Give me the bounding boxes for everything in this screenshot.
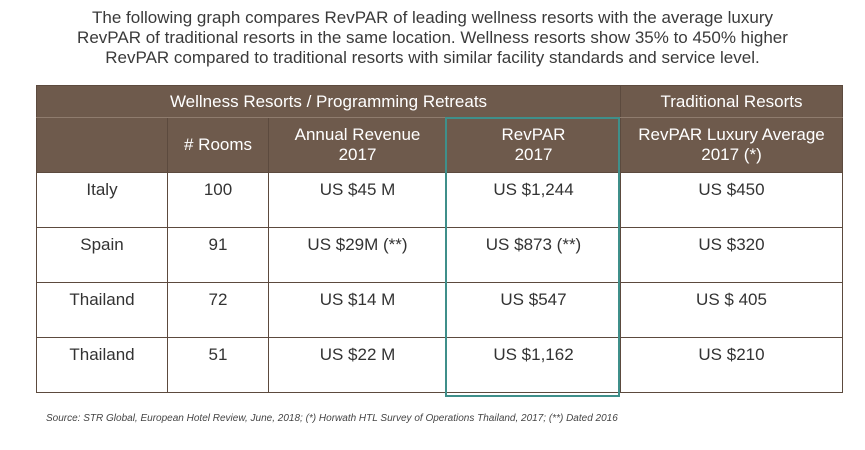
column-header-country (36, 117, 168, 173)
column-header-row: # Rooms Annual Revenue 2017 RevPAR 2017 … (36, 117, 843, 173)
intro-line-3: RevPAR compared to traditional resorts w… (105, 48, 760, 67)
table-row: Thailand 51 US $22 M US $1,162 US $210 (36, 337, 843, 393)
cell-rooms: 100 (167, 172, 269, 228)
cell-rooms: 91 (167, 227, 269, 283)
column-header-luxury-average: RevPAR Luxury Average 2017 (*) (620, 117, 843, 173)
group-header-row: Wellness Resorts / Programming Retreats … (36, 85, 843, 118)
cell-revenue: US $29M (**) (268, 227, 447, 283)
column-header-revpar: RevPAR 2017 (446, 117, 621, 173)
cell-country: Italy (36, 172, 168, 228)
intro-line-2: RevPAR of traditional resorts in the sam… (77, 28, 788, 47)
cell-rooms: 51 (167, 337, 269, 393)
cell-country: Spain (36, 227, 168, 283)
cell-rooms: 72 (167, 282, 269, 338)
cell-revpar: US $1,244 (446, 172, 621, 228)
column-header-luxury-average-year: 2017 (*) (701, 145, 762, 164)
cell-luxury-average: US $320 (620, 227, 843, 283)
column-header-revpar-label: RevPAR (501, 125, 566, 144)
cell-revenue: US $45 M (268, 172, 447, 228)
column-header-annual-revenue-year: 2017 (338, 145, 377, 164)
column-header-annual-revenue: Annual Revenue 2017 (268, 117, 447, 173)
intro-text: The following graph compares RevPAR of l… (20, 8, 845, 68)
cell-country: Thailand (36, 337, 168, 393)
group-header-wellness: Wellness Resorts / Programming Retreats (36, 85, 621, 118)
table-row: Spain 91 US $29M (**) US $873 (**) US $3… (36, 227, 843, 283)
cell-country: Thailand (36, 282, 168, 338)
column-header-luxury-average-label: RevPAR Luxury Average (638, 125, 825, 144)
cell-revpar: US $1,162 (446, 337, 621, 393)
cell-luxury-average: US $450 (620, 172, 843, 228)
cell-luxury-average: US $210 (620, 337, 843, 393)
column-header-revpar-year: 2017 (514, 145, 553, 164)
group-header-traditional: Traditional Resorts (620, 85, 843, 118)
cell-revpar: US $547 (446, 282, 621, 338)
intro-line-1: The following graph compares RevPAR of l… (92, 8, 773, 27)
cell-revenue: US $22 M (268, 337, 447, 393)
revpar-table: Wellness Resorts / Programming Retreats … (36, 85, 843, 393)
column-header-rooms: # Rooms (167, 117, 269, 173)
column-header-annual-revenue-label: Annual Revenue (294, 125, 421, 144)
cell-revenue: US $14 M (268, 282, 447, 338)
table-row: Thailand 72 US $14 M US $547 US $ 405 (36, 282, 843, 338)
source-footnote: Source: STR Global, European Hotel Revie… (46, 413, 618, 424)
table-row: Italy 100 US $45 M US $1,244 US $450 (36, 172, 843, 228)
cell-luxury-average: US $ 405 (620, 282, 843, 338)
cell-revpar: US $873 (**) (446, 227, 621, 283)
